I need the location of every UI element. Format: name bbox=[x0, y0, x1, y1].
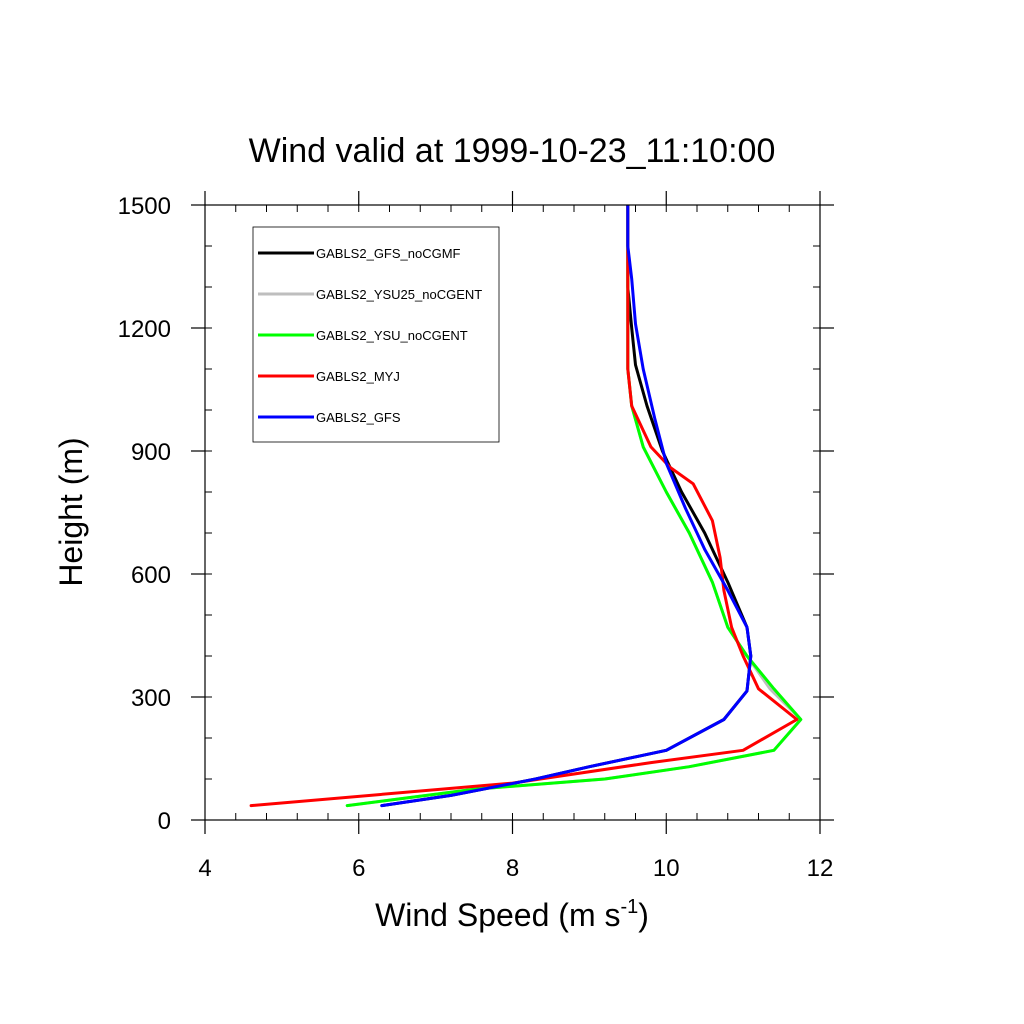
x-tick-label: 10 bbox=[653, 855, 680, 882]
legend-label-gabls2-gfs: GABLS2_GFS bbox=[316, 410, 401, 425]
x-tick-label: 8 bbox=[506, 855, 519, 882]
legend-label-gabls2-gfs-nocgmf: GABLS2_GFS_noCGMF bbox=[316, 246, 461, 261]
y-tick-label: 600 bbox=[131, 562, 171, 589]
x-tick-label: 4 bbox=[198, 855, 211, 882]
series-line-gabls2-gfs bbox=[380, 205, 753, 808]
axis-ticks bbox=[191, 191, 834, 834]
tick-labels: 4 6 8 10 12 0 300 600 900 1200 1500 bbox=[118, 193, 834, 882]
legend: GABLS2_GFS_noCGMF GABLS2_YSU25_noCGENT GAB… bbox=[252, 226, 500, 443]
legend-label-gabls2-ysu25-nocgent: GABLS2_YSU25_noCGENT bbox=[316, 287, 482, 302]
y-tick-label: 1500 bbox=[118, 193, 171, 220]
chart-title: Wind valid at 1999-10-23_11:10:00 bbox=[249, 132, 776, 170]
legend-label-gabls2-ysu-nocgent: GABLS2_YSU_noCGENT bbox=[316, 328, 468, 343]
y-tick-label: 0 bbox=[158, 808, 171, 835]
series-lines bbox=[249, 205, 803, 808]
y-axis-title: Height (m) bbox=[53, 437, 89, 586]
y-tick-label: 1200 bbox=[118, 316, 171, 343]
series-line-gabls2-myj bbox=[249, 205, 799, 808]
legend-label-gabls2-myj: GABLS2_MYJ bbox=[316, 369, 400, 384]
x-tick-label: 6 bbox=[352, 855, 365, 882]
x-axis-title: Wind Speed (m s-1) bbox=[375, 896, 649, 933]
y-tick-label: 300 bbox=[131, 685, 171, 712]
plot-frame bbox=[204, 204, 821, 821]
y-tick-label: 900 bbox=[131, 439, 171, 466]
x-tick-label: 12 bbox=[807, 855, 834, 882]
